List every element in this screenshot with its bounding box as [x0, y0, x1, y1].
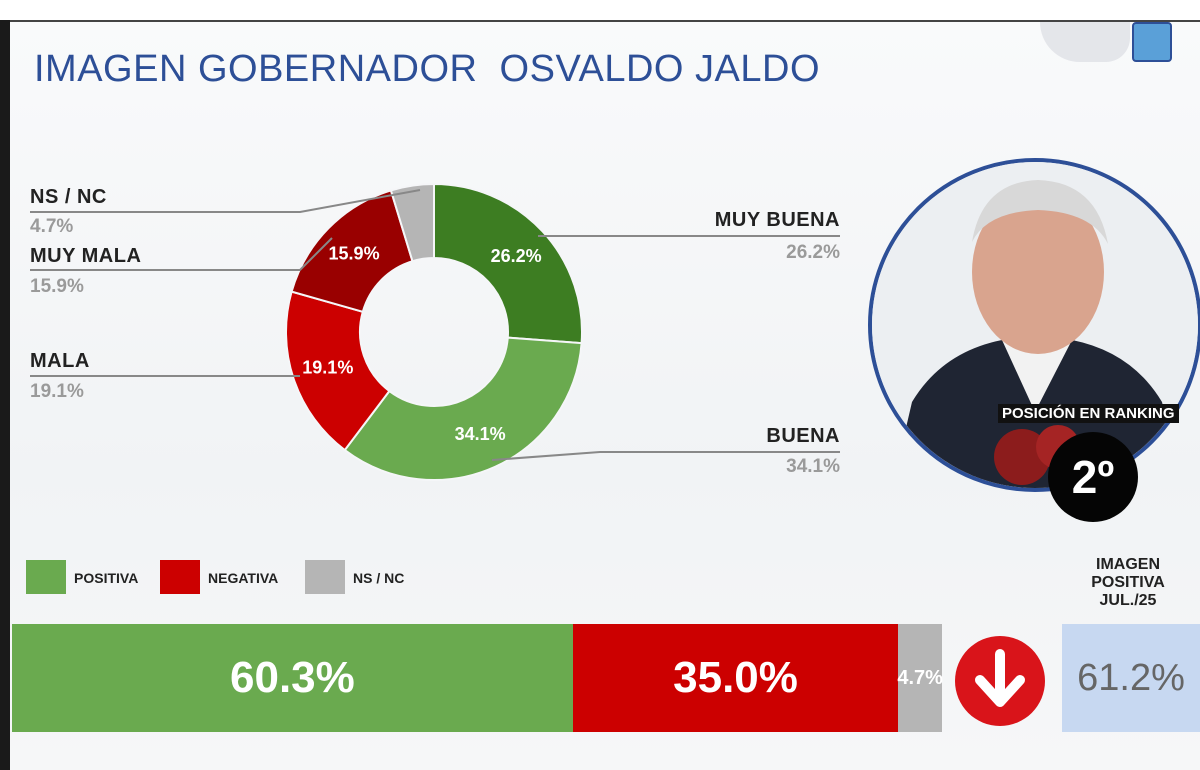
donut-slice-muy-buena: [433, 182, 583, 345]
donut-slice-label-mala: 19.1%: [302, 358, 353, 378]
legend-swatch-positiva: [26, 560, 66, 594]
ranking-label: POSICIÓN EN RANKING: [998, 404, 1179, 423]
comparison-heading: IMAGEN POSITIVA JUL./25: [1072, 556, 1184, 610]
label-mala: MALA: [30, 350, 90, 372]
legend-swatch-negativa: [160, 560, 200, 594]
bar-nsnc-label: 4.7%: [897, 666, 943, 689]
legend-swatch-nsnc: [305, 560, 345, 594]
label-muy-mala-value: 15.9%: [30, 276, 84, 297]
arrow-down-glyph: [975, 649, 1025, 707]
leader-buena: [491, 451, 840, 461]
bar-negativa-label: 35.0%: [673, 653, 798, 702]
legend-label-negativa: NEGATIVA: [208, 570, 279, 586]
legend-label-positiva: POSITIVA: [74, 570, 139, 586]
top-strip: [0, 0, 1200, 22]
bar-negativa: 35.0%: [572, 624, 899, 732]
chart-title: IMAGEN GOBERNADOR OSVALDO JALDO: [34, 48, 821, 90]
bar-nsnc: 4.7%: [897, 624, 943, 732]
comparison-value: 61.2%: [1062, 624, 1200, 732]
comparison-heading-line3: JUL./25: [1099, 592, 1157, 609]
label-muy-buena: MUY BUENA: [714, 209, 840, 231]
donut-slice-mala: [285, 290, 391, 452]
label-buena-value: 34.1%: [786, 456, 840, 477]
leader-nsnc: [30, 189, 421, 213]
donut-slice-label-muy-mala: 15.9%: [329, 244, 380, 264]
label-muy-buena-value: 26.2%: [786, 242, 840, 263]
portrait-illustration: [872, 162, 1198, 488]
bar-positiva: 60.3%: [12, 624, 573, 732]
donut-slice-buena: [343, 336, 583, 481]
left-edge: [0, 20, 10, 770]
donut-slice-label-buena: 34.1%: [455, 424, 506, 444]
bar-positiva-label: 60.3%: [230, 653, 355, 702]
comparison-heading-line1: IMAGEN: [1096, 556, 1160, 573]
ranking-badge: 2º: [1048, 432, 1138, 522]
label-nsnc: NS / NC: [30, 186, 107, 208]
leader-muy-mala: [30, 237, 333, 271]
label-nsnc-value: 4.7%: [30, 216, 74, 237]
label-buena: BUENA: [766, 425, 840, 447]
donut-slice-nsnc: [389, 182, 435, 263]
legend-label-nsnc: NS / NC: [353, 570, 405, 586]
label-mala-value: 19.1%: [30, 381, 84, 402]
comparison-heading-line2: POSITIVA: [1091, 574, 1165, 591]
arrow-down-icon: [955, 636, 1045, 726]
flag-icon: [1132, 22, 1172, 62]
donut-slice-label-muy-buena: 26.2%: [491, 246, 542, 266]
governor-photo: [868, 158, 1200, 492]
label-muy-mala: MUY MALA: [30, 245, 142, 267]
